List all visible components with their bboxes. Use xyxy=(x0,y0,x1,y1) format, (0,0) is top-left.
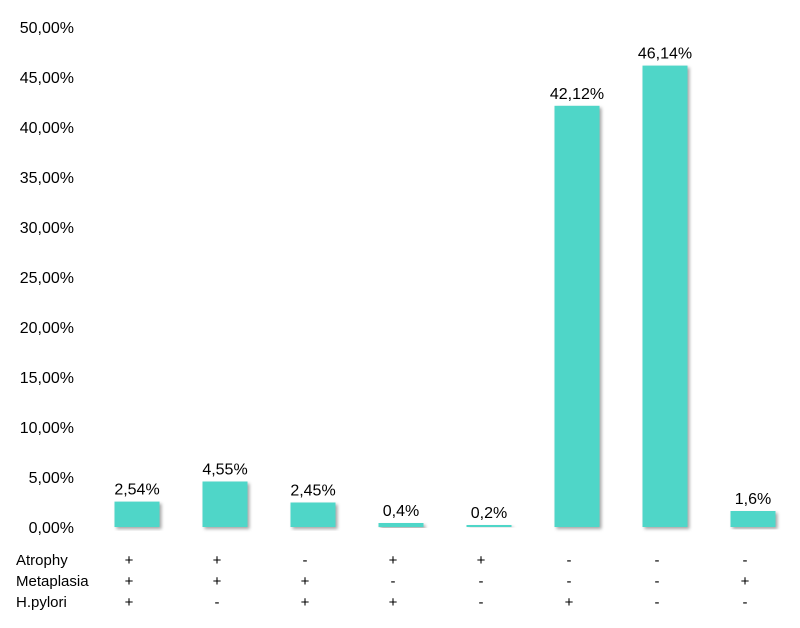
category-sign: + xyxy=(565,594,574,611)
y-tick-label: 20,00% xyxy=(20,320,74,337)
data-labels: 2,54% 4,55% 2,45% 0,4% 0,2% 42,12% 46,14% 1,6% xyxy=(114,46,771,522)
data-label: 46,14% xyxy=(638,46,692,63)
data-label: 4,55% xyxy=(202,462,247,479)
category-sign: - xyxy=(303,552,308,569)
category-sign: - xyxy=(567,573,572,590)
category-table: Atrophy + + - + + - - - Metaplasia + + + - - - - + H.pylor… xyxy=(16,552,750,611)
bar xyxy=(466,525,512,527)
category-sign: + xyxy=(213,573,222,590)
category-row-label: H.pylori xyxy=(16,594,67,611)
category-sign: - xyxy=(743,594,748,611)
bar xyxy=(114,501,160,527)
category-sign: - xyxy=(479,594,484,611)
y-tick-label: 35,00% xyxy=(20,170,74,187)
category-sign: + xyxy=(301,594,310,611)
bars xyxy=(114,65,776,528)
y-tick-label: 30,00% xyxy=(20,220,74,237)
y-tick-label: 0,00% xyxy=(29,520,74,537)
data-label: 1,6% xyxy=(735,491,771,508)
bar xyxy=(554,105,600,528)
bar xyxy=(378,523,424,527)
category-sign: - xyxy=(215,594,220,611)
data-label: 2,45% xyxy=(290,483,335,500)
bar xyxy=(642,65,688,527)
y-axis: 0,00% 5,00% 10,00% 15,00% 20,00% 25,00% 30,00%… xyxy=(20,20,74,537)
category-sign: + xyxy=(389,594,398,611)
y-tick-label: 10,00% xyxy=(20,420,74,437)
y-tick-label: 25,00% xyxy=(20,270,74,287)
data-label: 2,54% xyxy=(114,482,159,499)
category-row-label: Atrophy xyxy=(16,552,68,569)
bar xyxy=(730,511,776,527)
category-sign: + xyxy=(301,573,310,590)
category-sign: + xyxy=(213,552,222,569)
data-label: 0,2% xyxy=(471,505,507,522)
bar xyxy=(202,481,248,527)
y-tick-label: 15,00% xyxy=(20,370,74,387)
category-sign: - xyxy=(655,573,660,590)
category-sign: - xyxy=(567,552,572,569)
category-sign: + xyxy=(125,573,134,590)
category-sign: - xyxy=(479,573,484,590)
category-sign: + xyxy=(477,552,486,569)
y-tick-label: 45,00% xyxy=(20,70,74,87)
category-sign: - xyxy=(655,594,660,611)
category-sign: - xyxy=(655,552,660,569)
y-tick-label: 40,00% xyxy=(20,120,74,137)
category-sign: - xyxy=(391,573,396,590)
y-tick-label: 5,00% xyxy=(29,470,74,487)
data-label: 42,12% xyxy=(550,86,604,103)
data-label: 0,4% xyxy=(383,503,419,520)
category-sign: + xyxy=(389,552,398,569)
category-sign: - xyxy=(743,552,748,569)
y-tick-label: 50,00% xyxy=(20,20,74,37)
category-row-label: Metaplasia xyxy=(16,573,89,590)
category-sign: + xyxy=(125,594,134,611)
category-sign: + xyxy=(125,552,134,569)
category-sign: + xyxy=(741,573,750,590)
bar xyxy=(290,502,336,527)
